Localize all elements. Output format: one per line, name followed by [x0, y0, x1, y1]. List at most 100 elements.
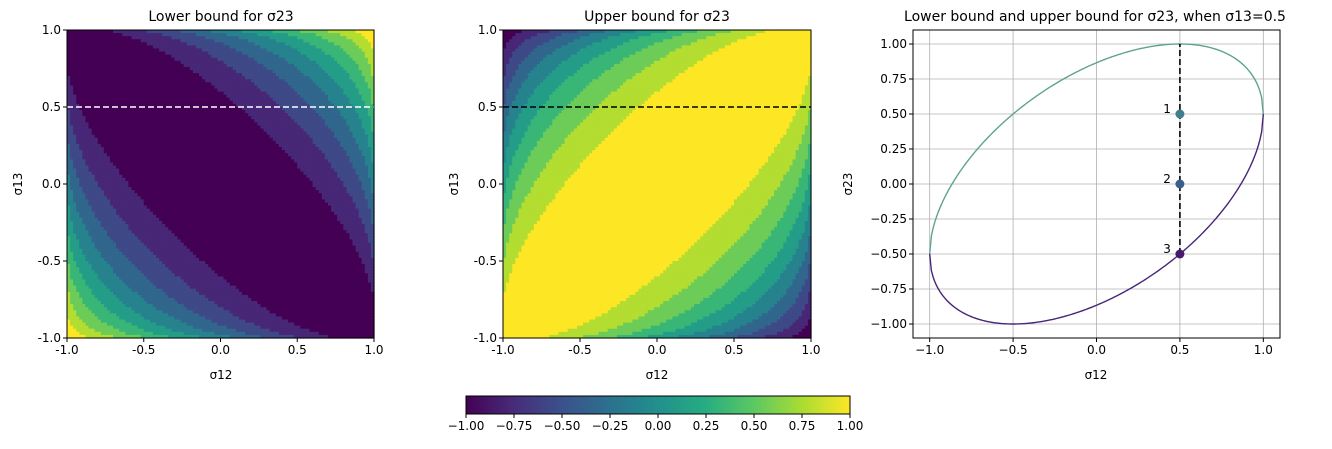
heatmap-cell: [85, 168, 90, 173]
heatmap-cell: [312, 153, 317, 157]
heatmap-cell: [199, 103, 203, 108]
heatmap-cell: [281, 128, 286, 133]
heatmap-cell: [211, 134, 215, 139]
heatmap-cell: [214, 97, 219, 102]
heatmap-cell: [226, 66, 231, 71]
heatmap-cell: [189, 36, 194, 40]
heatmap-cell: [91, 36, 96, 40]
heatmap-cell: [364, 147, 369, 151]
heatmap-cell: [241, 57, 246, 62]
heatmap-cell: [174, 73, 179, 77]
heatmap-cell: [318, 125, 323, 130]
heatmap-cell: [340, 54, 344, 59]
heatmap-cell: [269, 156, 274, 160]
heatmap-cell: [177, 131, 182, 136]
heatmap-cell: [235, 131, 240, 136]
heatmap-cell: [168, 150, 172, 154]
heatmap-cell: [217, 76, 222, 80]
heatmap-cell: [300, 143, 304, 148]
heatmap-cell: [85, 42, 90, 46]
heatmap-cell: [275, 110, 280, 114]
heatmap-cell: [361, 94, 366, 99]
heatmap-cell: [361, 54, 366, 59]
heatmap-cell: [202, 119, 206, 123]
heatmap-cell: [346, 51, 351, 56]
heatmap-cell: [331, 150, 335, 154]
heatmap-cell: [79, 73, 83, 77]
heatmap-cell: [171, 36, 176, 40]
heatmap-cell: [238, 159, 243, 164]
heatmap-cell: [146, 45, 151, 50]
heatmap-cell: [355, 48, 360, 53]
heatmap-cell: [232, 162, 237, 167]
heatmap-cell: [208, 128, 212, 133]
heatmap-cell: [257, 51, 262, 56]
heatmap-cell: [119, 100, 123, 105]
heatmap-cell: [199, 73, 203, 77]
heatmap-cell: [294, 45, 298, 50]
heatmap-cell: [195, 73, 200, 77]
heatmap-cell: [79, 42, 83, 46]
heatmap-cell: [168, 94, 172, 99]
heatmap-cell: [202, 116, 206, 120]
heatmap-cell: [97, 159, 102, 164]
heatmap-cell: [284, 57, 289, 62]
heatmap-cell: [195, 134, 200, 139]
heatmap-cell: [100, 119, 105, 123]
heatmap-cell: [183, 94, 188, 99]
heatmap-cell: [288, 45, 292, 50]
heatmap-cell: [183, 143, 188, 148]
heatmap-cell: [281, 63, 286, 68]
heatmap-cell: [100, 94, 105, 99]
heatmap-cell: [278, 103, 283, 108]
heatmap-cell: [248, 140, 252, 145]
heatmap-cell: [220, 57, 225, 62]
heatmap-cell: [205, 122, 209, 127]
heatmap-cell: [195, 140, 200, 145]
heatmap-cell: [174, 70, 179, 74]
heatmap-cell: [73, 30, 77, 34]
heatmap-cell: [211, 70, 215, 74]
heatmap-cell: [128, 82, 133, 87]
heatmap-cell: [284, 116, 289, 120]
heatmap-cell: [134, 174, 139, 179]
heatmap-cell: [254, 119, 258, 123]
heatmap-cell: [100, 97, 105, 102]
heatmap-cell: [269, 116, 274, 120]
heatmap-cell: [137, 137, 142, 142]
heatmap-cell: [223, 42, 228, 46]
heatmap-cell: [146, 103, 151, 108]
heatmap-cell: [208, 73, 212, 77]
heatmap-cell: [297, 70, 301, 74]
heatmap-cell: [303, 51, 308, 56]
heatmap-cell: [177, 122, 182, 127]
heatmap-cell: [281, 174, 286, 179]
heatmap-cell: [183, 153, 188, 157]
heatmap-cell: [100, 45, 105, 50]
heatmap-cell: [76, 39, 80, 43]
heatmap-cell: [183, 30, 188, 34]
heatmap-cell: [278, 122, 283, 127]
heatmap-cell: [254, 33, 258, 37]
heatmap-cell: [278, 134, 283, 139]
heatmap-cell: [152, 168, 157, 173]
heatmap-cell: [103, 103, 108, 108]
heatmap-cell: [128, 76, 133, 80]
heatmap-cell: [337, 39, 341, 43]
heatmap-cell: [192, 73, 197, 77]
heatmap-cell: [257, 70, 262, 74]
heatmap-cell: [156, 168, 160, 173]
heatmap-cell: [168, 137, 172, 142]
heatmap-cell: [134, 82, 139, 87]
heatmap-cell: [88, 113, 93, 117]
heatmap-cell: [94, 57, 99, 62]
heatmap-cell: [370, 119, 375, 123]
heatmap-cell: [88, 94, 93, 99]
heatmap-cell: [318, 107, 323, 111]
heatmap-cell: [284, 107, 289, 111]
heatmap-cell: [248, 156, 252, 160]
heatmap-cell: [211, 168, 215, 173]
heatmap-cell: [174, 113, 179, 117]
heatmap-cell: [349, 33, 354, 37]
heatmap-cell: [70, 30, 74, 34]
